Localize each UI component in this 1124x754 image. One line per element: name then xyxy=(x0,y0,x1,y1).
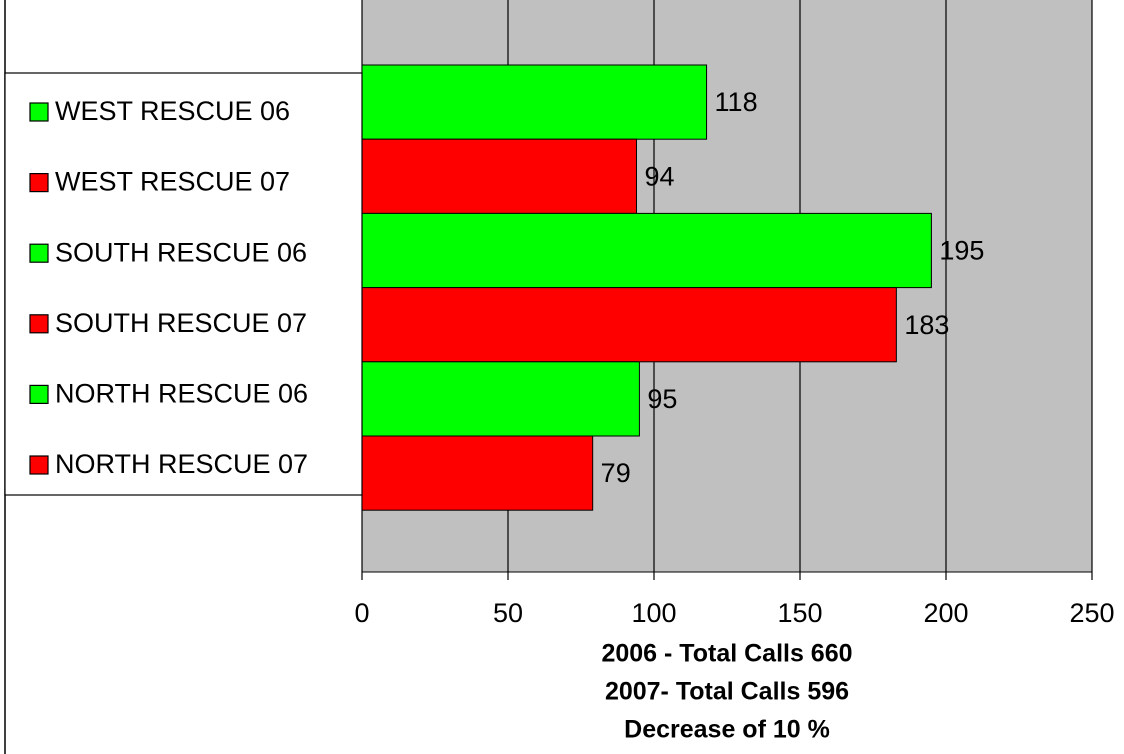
value-label: 95 xyxy=(647,384,677,414)
legend-label: SOUTH RESCUE 07 xyxy=(55,308,307,338)
legend-marker xyxy=(29,384,49,404)
x-axis-label: 2006 - Total Calls 660 xyxy=(601,640,852,668)
value-label: 118 xyxy=(715,87,758,117)
legend-label: WEST RESCUE 07 xyxy=(55,167,290,197)
legend-label: NORTH RESCUE 07 xyxy=(55,449,308,479)
x-tick-label: 50 xyxy=(493,598,523,628)
x-axis-label: 2007- Total Calls 596 xyxy=(605,678,849,706)
bar xyxy=(361,435,594,511)
legend-marker xyxy=(29,455,49,475)
legend-marker xyxy=(29,243,49,263)
x-tick-label: 250 xyxy=(1069,598,1114,628)
legend-box xyxy=(4,72,363,496)
value-label: 94 xyxy=(644,161,674,191)
bar xyxy=(361,287,897,363)
x-tick-label: 200 xyxy=(923,598,968,628)
legend-label: SOUTH RESCUE 06 xyxy=(55,237,307,267)
legend-marker xyxy=(29,102,49,122)
bar xyxy=(361,64,708,140)
legend-marker xyxy=(29,173,49,193)
x-tick-label: 100 xyxy=(631,598,676,628)
legend-marker xyxy=(29,314,49,334)
x-tick-label: 150 xyxy=(777,598,822,628)
value-label: 79 xyxy=(601,458,631,488)
legend-label: WEST RESCUE 06 xyxy=(55,96,290,126)
bar xyxy=(361,138,637,214)
bar xyxy=(361,361,640,437)
value-label: 195 xyxy=(939,236,984,266)
bar xyxy=(361,212,932,289)
legend-label: NORTH RESCUE 06 xyxy=(55,379,308,409)
value-label: 183 xyxy=(904,310,949,340)
x-tick-label: 0 xyxy=(354,598,369,628)
x-axis-label: Decrease of 10 % xyxy=(624,716,830,744)
